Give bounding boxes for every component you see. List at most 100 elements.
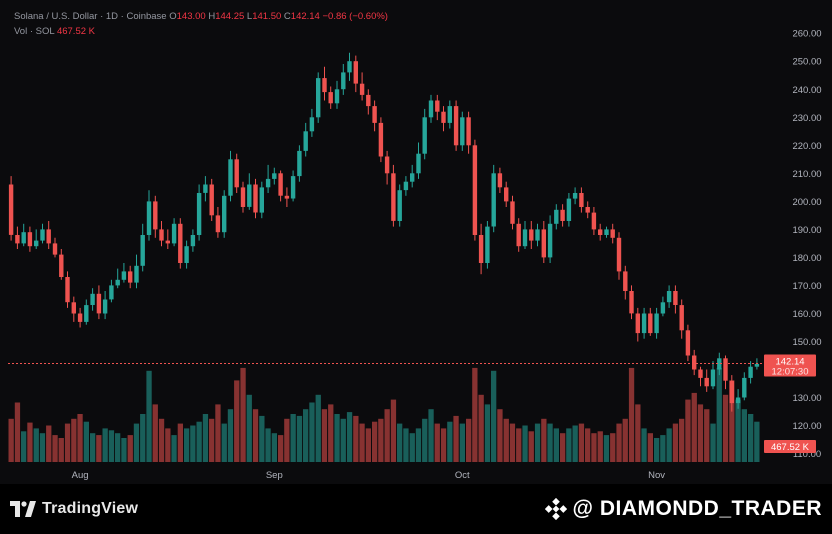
candle-body[interactable] bbox=[171, 223, 177, 244]
candle-body[interactable] bbox=[453, 106, 459, 146]
candle-body[interactable] bbox=[359, 83, 365, 95]
candle-body[interactable] bbox=[284, 195, 290, 199]
candle-body[interactable] bbox=[316, 78, 321, 118]
candle-body[interactable] bbox=[15, 235, 20, 244]
candle-body[interactable] bbox=[8, 184, 14, 235]
candle-body[interactable] bbox=[516, 223, 521, 247]
candle-body[interactable] bbox=[604, 229, 609, 235]
candle-body[interactable] bbox=[698, 369, 703, 378]
candle-body[interactable] bbox=[466, 117, 471, 146]
candle-body[interactable] bbox=[146, 201, 152, 235]
candle-body[interactable] bbox=[666, 291, 672, 303]
candle-body[interactable] bbox=[121, 271, 127, 280]
candle-body[interactable] bbox=[65, 277, 70, 303]
candle-body[interactable] bbox=[428, 100, 434, 118]
candle-body[interactable] bbox=[472, 145, 478, 235]
candle-body[interactable] bbox=[384, 156, 390, 174]
candle-body[interactable] bbox=[623, 271, 628, 291]
candle-body[interactable] bbox=[478, 235, 484, 263]
candle-body[interactable] bbox=[748, 366, 753, 378]
candle-body[interactable] bbox=[729, 380, 734, 404]
candle-body[interactable] bbox=[247, 184, 252, 207]
candle-body[interactable] bbox=[441, 111, 446, 123]
candle-body[interactable] bbox=[510, 201, 515, 224]
candle-body[interactable] bbox=[541, 229, 546, 258]
candle-body[interactable] bbox=[735, 397, 741, 404]
candle-body[interactable] bbox=[90, 293, 95, 305]
candle-body[interactable] bbox=[322, 78, 327, 93]
candle-body[interactable] bbox=[660, 302, 666, 314]
candle-body[interactable] bbox=[529, 229, 534, 241]
candle-body[interactable] bbox=[347, 61, 352, 73]
candle-body[interactable] bbox=[27, 232, 33, 247]
candle-body[interactable] bbox=[59, 254, 64, 277]
candle-body[interactable] bbox=[585, 207, 590, 213]
candle-body[interactable] bbox=[109, 285, 114, 300]
candle-body[interactable] bbox=[704, 377, 709, 387]
candle-body[interactable] bbox=[265, 178, 271, 188]
candle-body[interactable] bbox=[128, 271, 133, 283]
candle-body[interactable] bbox=[723, 358, 728, 381]
candle-body[interactable] bbox=[21, 232, 26, 244]
candle-body[interactable] bbox=[422, 117, 427, 154]
candle-body[interactable] bbox=[560, 209, 565, 221]
candle-body[interactable] bbox=[641, 313, 647, 334]
candle-body[interactable] bbox=[309, 117, 315, 132]
candle-body[interactable] bbox=[616, 237, 622, 272]
candle-body[interactable] bbox=[485, 226, 490, 263]
candle-body[interactable] bbox=[222, 195, 227, 233]
candle-body[interactable] bbox=[84, 305, 89, 322]
candle-body[interactable] bbox=[378, 122, 384, 157]
candle-body[interactable] bbox=[71, 302, 76, 314]
candle-body[interactable] bbox=[504, 187, 509, 202]
candle-body[interactable] bbox=[654, 313, 659, 334]
candle-body[interactable] bbox=[278, 173, 283, 196]
candle-body[interactable] bbox=[334, 89, 340, 104]
candle-body[interactable] bbox=[184, 246, 189, 263]
candle-body[interactable] bbox=[259, 187, 264, 213]
candle-body[interactable] bbox=[629, 291, 634, 314]
candle-body[interactable] bbox=[196, 193, 202, 235]
candle-body[interactable] bbox=[610, 229, 615, 238]
candle-body[interactable] bbox=[341, 72, 346, 90]
candle-body[interactable] bbox=[410, 173, 415, 182]
candle-body[interactable] bbox=[165, 240, 170, 244]
candle-body[interactable] bbox=[403, 181, 409, 191]
candle-body[interactable] bbox=[391, 173, 396, 221]
candle-body[interactable] bbox=[710, 369, 716, 387]
candle-body[interactable] bbox=[353, 61, 358, 84]
candle-body[interactable] bbox=[447, 106, 452, 123]
candle-body[interactable] bbox=[416, 153, 421, 174]
candle-body[interactable] bbox=[40, 229, 45, 241]
candle-body[interactable] bbox=[522, 229, 528, 247]
candle-body[interactable] bbox=[215, 215, 221, 233]
candle-body[interactable] bbox=[240, 187, 246, 207]
candle-body[interactable] bbox=[497, 173, 503, 188]
candle-body[interactable] bbox=[372, 106, 377, 123]
candle-body[interactable] bbox=[679, 305, 684, 331]
candle-body[interactable] bbox=[234, 159, 239, 188]
candle-body[interactable] bbox=[692, 355, 697, 370]
candle-body[interactable] bbox=[535, 229, 540, 241]
candle-body[interactable] bbox=[102, 299, 108, 314]
candle-body[interactable] bbox=[366, 94, 371, 107]
candle-body[interactable] bbox=[397, 190, 402, 221]
candle-body[interactable] bbox=[579, 193, 584, 207]
candle-body[interactable] bbox=[34, 240, 39, 247]
candle-body[interactable] bbox=[303, 131, 308, 151]
candle-body[interactable] bbox=[178, 223, 183, 263]
candle-body[interactable] bbox=[46, 229, 51, 244]
candle-body[interactable] bbox=[77, 313, 83, 322]
candle-body[interactable] bbox=[328, 92, 333, 104]
candle-body[interactable] bbox=[598, 229, 603, 235]
candle-body[interactable] bbox=[272, 173, 277, 179]
candlestick-chart[interactable]: 260.00 250.00 240.00 230.00 220.00 210.00 200.… bbox=[0, 0, 832, 484]
candle-body[interactable] bbox=[554, 209, 559, 224]
candle-body[interactable] bbox=[203, 184, 208, 193]
candle-body[interactable] bbox=[209, 184, 214, 216]
candle-body[interactable] bbox=[134, 265, 139, 283]
candle-body[interactable] bbox=[754, 363, 760, 367]
candle-body[interactable] bbox=[566, 198, 572, 221]
candle-body[interactable] bbox=[685, 330, 691, 356]
candle-body[interactable] bbox=[572, 193, 578, 199]
